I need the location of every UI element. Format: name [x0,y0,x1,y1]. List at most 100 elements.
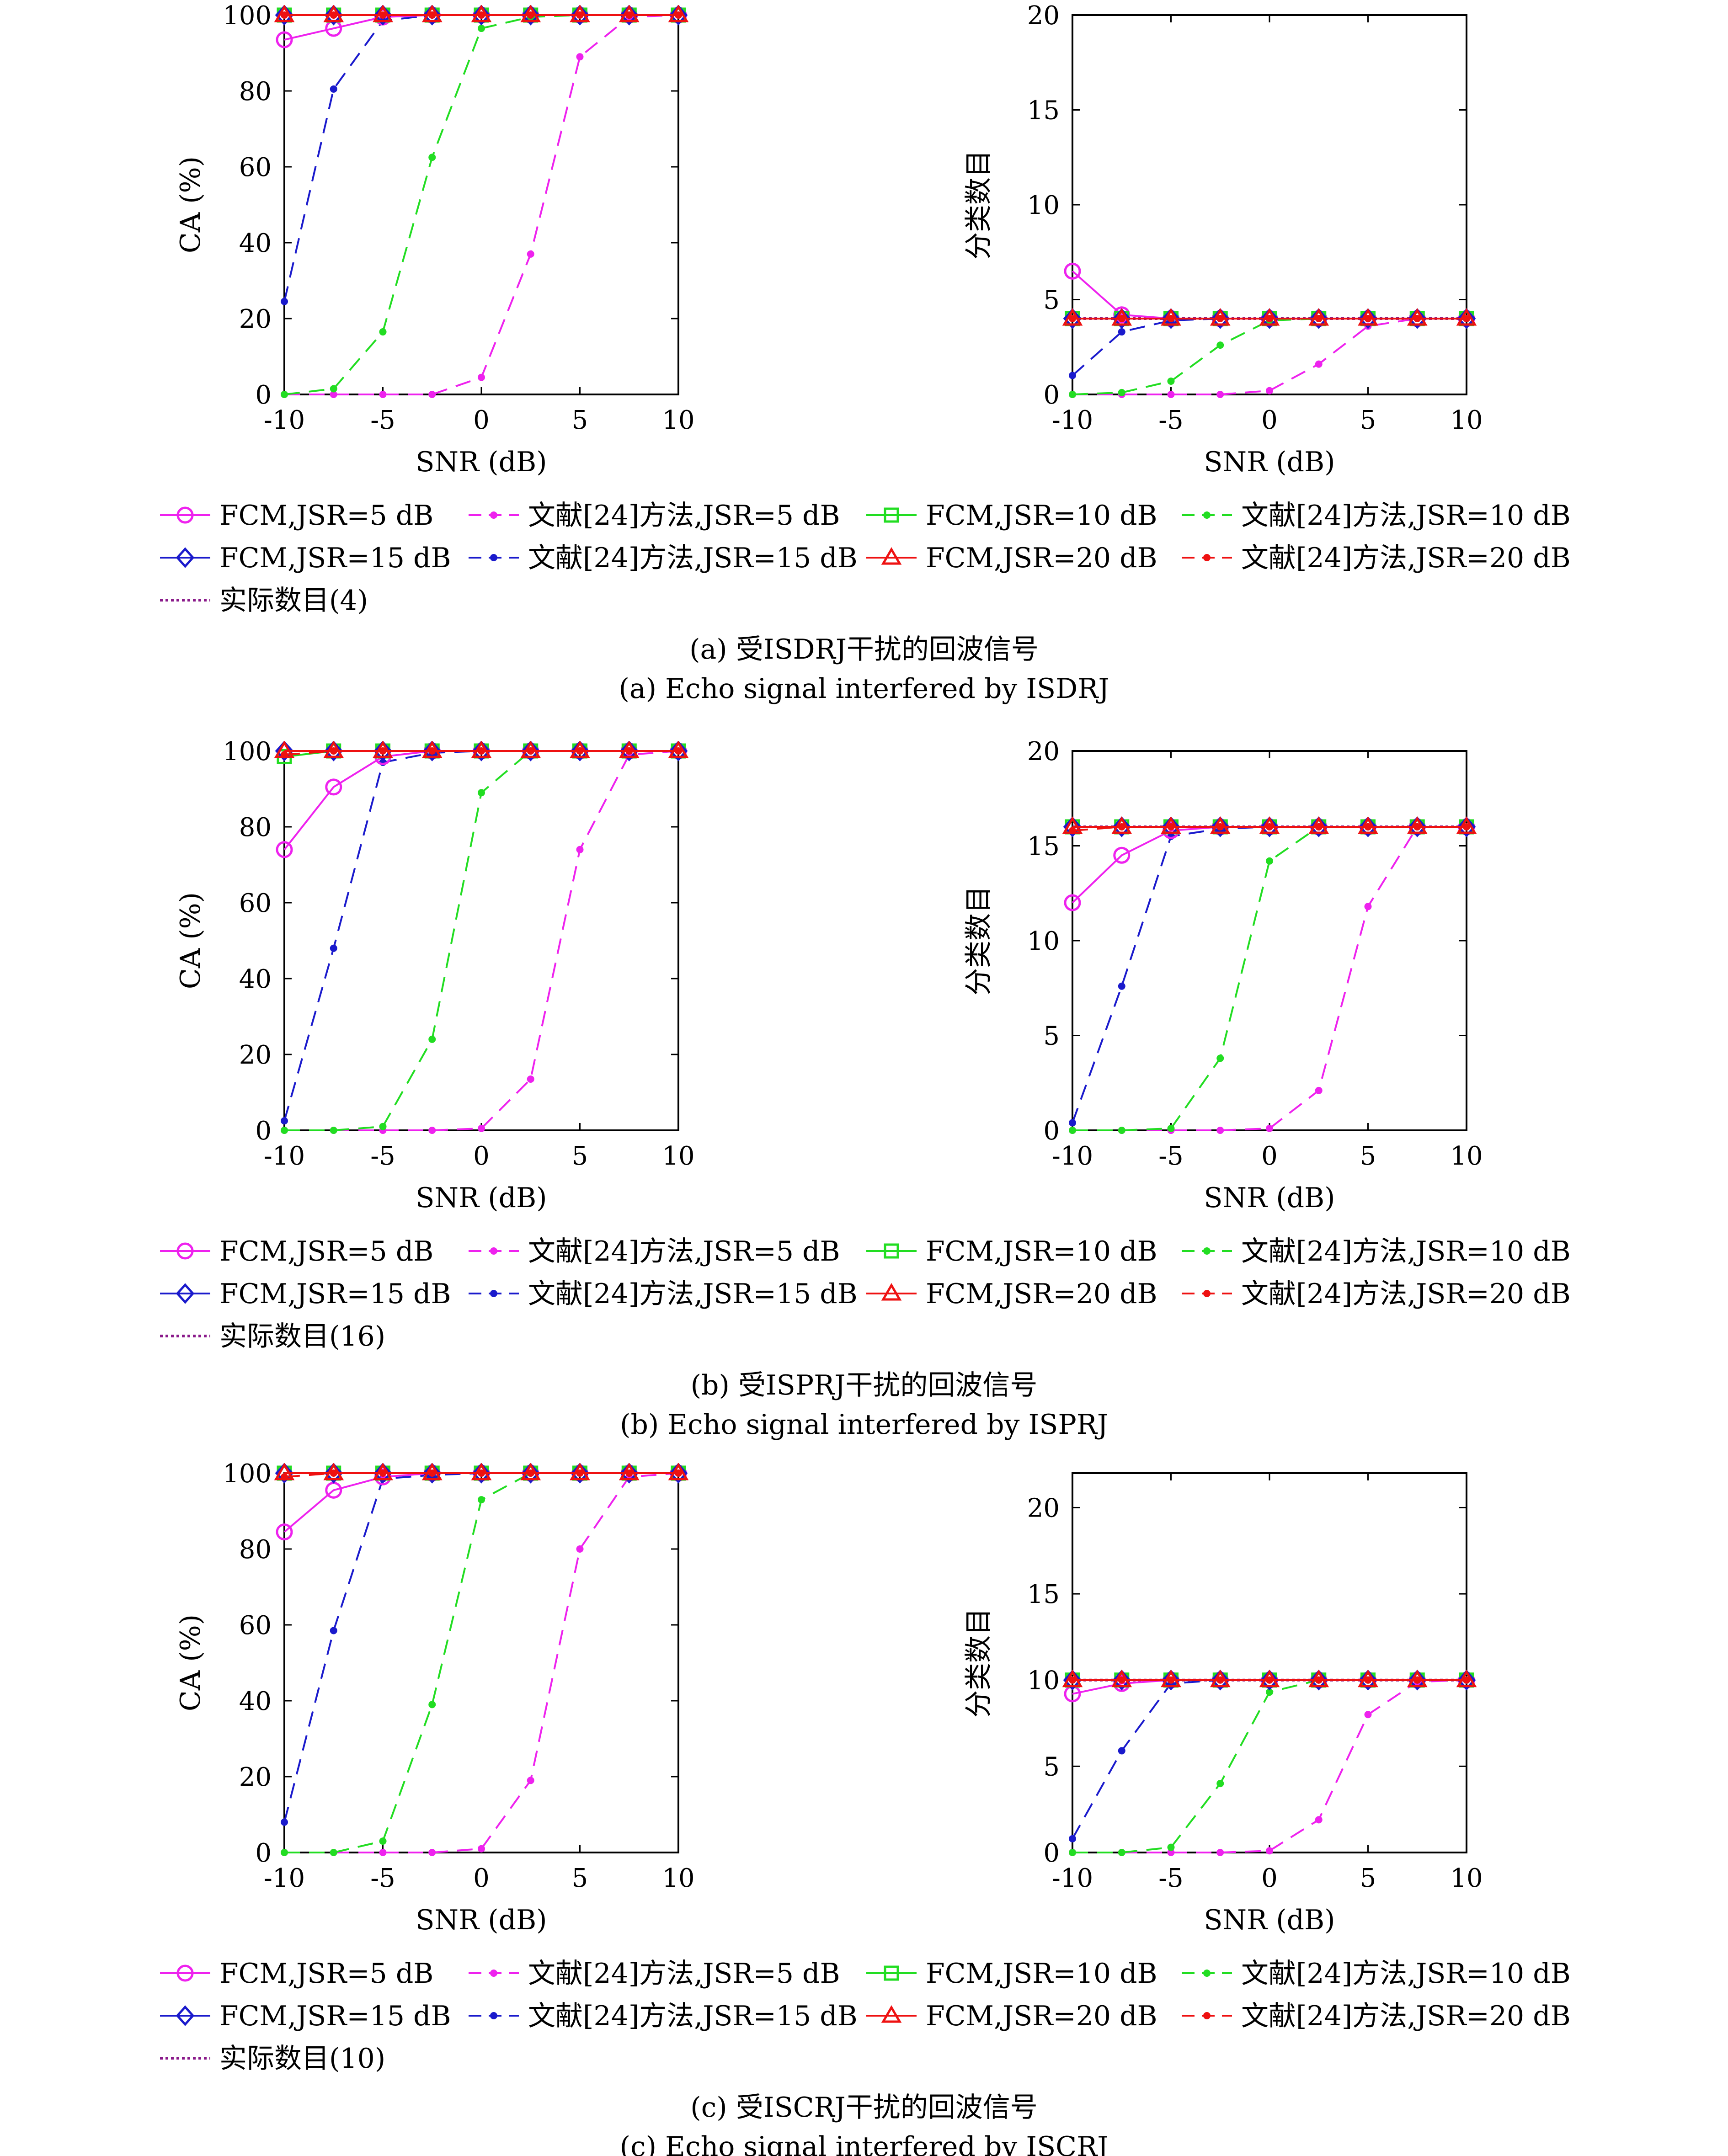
legend-label: FCM,JSR=15 dB [219,1278,451,1310]
data-point [1167,823,1175,830]
x-tick-label: -10 [1052,1863,1093,1893]
y-tick-label: 10 [1027,191,1060,220]
x-tick-label: 0 [1261,1141,1278,1171]
y-tick-label: 15 [1027,832,1060,862]
data-point [1408,816,1427,837]
y-tick-label: 100 [223,1459,272,1489]
data-point [520,741,541,758]
data-point [1463,1676,1470,1684]
data-point [330,1627,337,1634]
data-point [1413,823,1421,830]
plot-frame [283,14,679,395]
data-point [1260,308,1279,329]
data-point [281,11,288,19]
y-tick-label: 100 [223,737,272,767]
x-tick-label: -10 [264,1863,305,1893]
data-point [1167,315,1175,322]
y-axis-label: 分类数目 [963,1608,995,1718]
data-point [1167,1843,1175,1851]
legend-marker [1203,554,1211,561]
legend-item: FCM,JSR=15 dB [160,1278,451,1310]
data-point [668,741,688,758]
caption-en: (b) Echo signal interfered by ISPRJ [620,1409,1108,1441]
x-tick-label: -5 [370,1141,395,1171]
legend-marker [884,1243,899,1259]
data-point [1118,328,1125,336]
data-point [675,11,682,19]
x-tick-label: 10 [662,1141,694,1171]
data-point [1364,903,1372,910]
legend-marker [176,2005,195,2026]
data-point [323,1463,344,1480]
legend-label: FCM,JSR=10 dB [926,1958,1157,1990]
legend-marker [881,2005,902,2023]
data-point [471,5,492,22]
data-point [1167,1676,1175,1684]
legend-item: 文献[24]方法,JSR=15 dB [469,2000,858,2032]
data-point [281,751,288,759]
legend-label: 文献[24]方法,JSR=20 dB [1241,542,1571,574]
data-point [527,11,534,19]
legend-marker [490,511,497,519]
data-point [576,53,584,61]
x-tick-label: -5 [370,1863,395,1893]
data-point [1069,1119,1076,1127]
legend-item-actual-count: 实际数目(16) [160,1320,385,1352]
legend-label: 实际数目(10) [219,2043,385,2075]
data-point [1069,1676,1076,1684]
data-point [324,1463,343,1484]
y-tick-label: 80 [239,813,272,842]
legend-item: 文献[24]方法,JSR=15 dB [469,542,858,574]
data-point [422,741,442,761]
data-point [330,944,337,952]
data-point [1315,1816,1323,1824]
legend-marker [490,2012,497,2019]
data-point [571,5,589,26]
legend-marker [884,507,899,523]
data-point [323,5,344,22]
data-point [1112,308,1131,329]
x-tick-label: -5 [370,405,395,435]
data-point [1167,1849,1175,1856]
legend-item: 文献[24]方法,JSR=10 dB [1182,1958,1571,1990]
data-point [668,5,688,22]
data-point [478,11,485,19]
x-tick-label: -5 [1158,1863,1184,1893]
data-point [422,1463,442,1484]
data-point [1064,262,1081,280]
legend-label: FCM,JSR=10 dB [926,1235,1157,1267]
caption-cn: (a) 受ISDRJ干扰的回波信号 [689,633,1039,665]
legend-item: FCM,JSR=15 dB [160,542,451,574]
series-layer [1062,1669,1477,1856]
data-point [1063,1669,1082,1691]
data-point [373,741,392,761]
data-point [570,741,590,758]
data-point [281,1849,288,1856]
data-point [422,5,442,26]
data-point [428,1035,436,1043]
data-point [324,741,343,761]
data-point [1118,823,1125,830]
legend-label: FCM,JSR=15 dB [219,542,451,574]
data-point [1260,816,1279,837]
legend-label: 文献[24]方法,JSR=10 dB [1241,1958,1571,1990]
x-tick-label: 0 [473,1863,490,1893]
legend-2: FCM,JSR=5 dB 文献[24]方法,JSR=5 dB FCM,JSR=10 … [160,1958,1571,2075]
legend-marker [490,1970,497,1977]
data-point [570,5,590,22]
legend-label: FCM,JSR=5 dB [219,1958,433,1990]
x-tick-label: 10 [662,405,694,435]
data-point [625,747,633,755]
data-point [274,5,295,22]
legend-label: 文献[24]方法,JSR=10 dB [1241,500,1571,532]
data-point [619,1463,640,1480]
legend-marker [176,547,195,568]
data-point [619,741,640,758]
data-point [1216,315,1224,322]
data-point [1315,315,1323,322]
x-axis-label: SNR (dB) [1204,1182,1335,1214]
data-point [1260,1669,1279,1691]
data-point [428,154,436,161]
data-point [1358,308,1378,326]
